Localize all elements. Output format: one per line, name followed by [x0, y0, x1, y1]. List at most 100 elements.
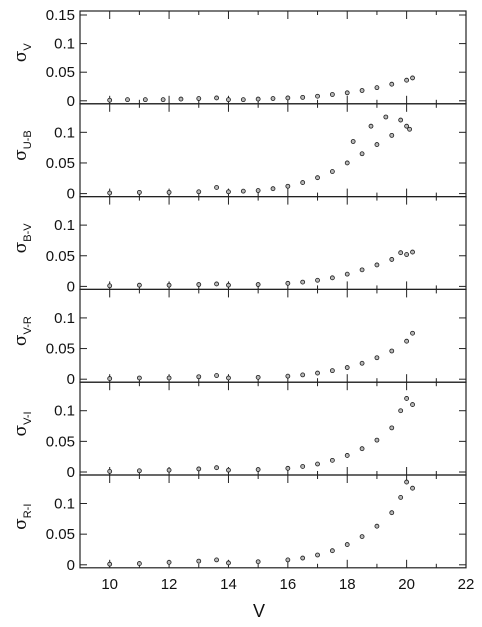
- data-point: [270, 96, 276, 101]
- data-point: [166, 375, 172, 381]
- panel-y-label-text: σB-V: [11, 223, 34, 254]
- data-point: [329, 368, 335, 374]
- panel-B-V: 0 0.05 0.1 σB-V: [11, 196, 467, 295]
- x-tick-label: 18: [339, 576, 356, 593]
- data-point: [389, 81, 395, 87]
- data-point: [214, 95, 219, 101]
- sigma-symbol: σ: [11, 334, 31, 346]
- panel-U-B: 0 0.05 0.1 σU-B: [11, 103, 467, 203]
- data-point: [315, 461, 320, 467]
- data-point: [166, 189, 172, 195]
- x-tick-label: 16: [280, 576, 297, 593]
- data-point: [404, 252, 410, 257]
- data-point: [344, 542, 350, 547]
- x-axis-label: V: [253, 601, 265, 621]
- panel-frame: [79, 196, 467, 291]
- data-point: [398, 408, 404, 414]
- sigma-symbol: σ: [11, 241, 31, 253]
- panel-y-label: σV-R: [11, 316, 34, 346]
- data-point: [329, 548, 335, 554]
- data-point: [136, 282, 142, 288]
- panel-R-I: 0 0.05 0.1 σR-I: [11, 474, 467, 574]
- data-point: [166, 559, 172, 565]
- panel-V-R: 0 0.05 0.1 σV-R: [11, 288, 467, 388]
- data-point: [196, 558, 202, 564]
- panel-subscript: V-R: [22, 316, 34, 334]
- data-point: [383, 114, 389, 120]
- panel-y-label-text: σR-I: [11, 504, 34, 530]
- data-point: [226, 467, 231, 473]
- panel-subscript: R-I: [22, 504, 34, 519]
- x-tick-label: 22: [458, 576, 475, 593]
- data-point: [407, 126, 412, 132]
- data-point: [107, 468, 113, 474]
- data-point: [398, 494, 404, 500]
- x-tick-label: 14: [220, 576, 237, 593]
- y-tick-label: 0: [67, 93, 75, 110]
- data-point: [196, 189, 202, 195]
- y-tick-label: 0: [67, 557, 75, 574]
- data-point: [344, 365, 350, 370]
- data-point: [285, 373, 291, 379]
- data-point: [404, 77, 410, 83]
- data-point: [300, 372, 306, 378]
- y-tick-label: 0.05: [46, 526, 75, 543]
- data-point: [300, 180, 306, 185]
- data-point: [410, 402, 415, 407]
- data-point: [315, 370, 320, 376]
- data-point: [300, 464, 306, 469]
- panel-y-label: σU-B: [11, 130, 34, 161]
- data-point: [359, 360, 365, 366]
- data-point: [359, 446, 365, 452]
- y-tick-label: 0: [67, 371, 75, 388]
- data-point: [136, 561, 142, 566]
- data-point: [166, 467, 172, 473]
- data-point: [389, 348, 395, 354]
- data-point: [404, 338, 410, 344]
- data-point: [329, 169, 335, 174]
- y-tick-label: 0.05: [46, 341, 75, 358]
- data-point: [196, 466, 202, 472]
- y-tick-label: 0.05: [46, 155, 75, 172]
- data-point: [374, 437, 380, 443]
- x-tick-label: 10: [101, 576, 118, 593]
- y-tick-label: 0.1: [54, 217, 75, 234]
- data-point: [410, 75, 415, 81]
- panel-y-label: σV: [11, 43, 34, 63]
- panel-y-label: σR-I: [11, 504, 34, 530]
- data-point: [344, 90, 350, 96]
- data-point: [374, 355, 380, 361]
- data-point: [166, 282, 172, 288]
- data-point: [142, 97, 148, 103]
- data-point: [255, 374, 261, 380]
- data-point: [350, 139, 356, 144]
- data-point: [226, 375, 231, 381]
- data-point: [214, 185, 219, 190]
- data-point: [160, 97, 166, 103]
- panel-subscript: V-I: [22, 411, 34, 424]
- data-point: [359, 534, 365, 540]
- panel-y-label: σV-I: [11, 411, 34, 436]
- data-point: [359, 151, 365, 157]
- panel-y-label-text: σV: [11, 43, 34, 63]
- data-point: [389, 510, 395, 516]
- sigma-symbol: σ: [11, 424, 31, 436]
- panel-y-label-text: σV-I: [11, 411, 34, 436]
- data-point: [107, 561, 113, 567]
- data-point: [389, 132, 395, 138]
- panel-y-label-text: σV-R: [11, 316, 34, 346]
- panel-frame: [79, 288, 467, 383]
- data-point: [300, 555, 306, 561]
- data-point: [226, 560, 231, 566]
- data-point: [214, 281, 219, 287]
- data-point: [285, 465, 291, 471]
- panel-frame: [79, 381, 467, 476]
- data-point: [240, 97, 246, 103]
- data-point: [136, 468, 142, 474]
- data-point: [285, 183, 291, 189]
- panel-frame: [79, 103, 467, 198]
- y-tick-label: 0.05: [46, 64, 75, 81]
- panel-y-label-text: σU-B: [11, 130, 34, 161]
- data-point: [226, 189, 231, 195]
- data-point: [315, 277, 320, 283]
